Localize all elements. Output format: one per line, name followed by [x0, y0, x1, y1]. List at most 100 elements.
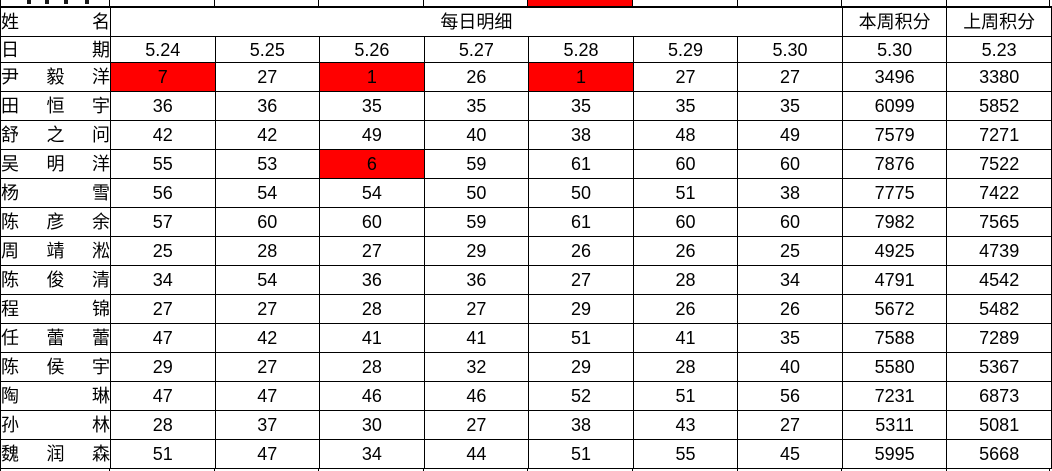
day-value-cell[interactable]: 56: [110, 178, 216, 208]
day-value-cell[interactable]: 28: [110, 410, 216, 440]
day-value-cell[interactable]: 38: [528, 120, 634, 150]
day-value-cell[interactable]: 51: [528, 439, 634, 469]
day-value-cell[interactable]: 41: [632, 323, 739, 353]
row-name-cell[interactable]: 周靖淞: [0, 236, 111, 266]
row-name-cell[interactable]: 陈侯宇: [0, 352, 111, 382]
last-week-score-cell[interactable]: 7289: [946, 323, 1052, 353]
row-name-cell[interactable]: 陈彦余: [0, 207, 111, 237]
day-value-cell[interactable]: 36: [319, 265, 425, 295]
this-week-score-cell[interactable]: 5995: [841, 439, 948, 469]
day-value-cell[interactable]: 47: [110, 323, 216, 353]
day-value-cell[interactable]: 50: [528, 178, 634, 208]
day-value-cell[interactable]: 51: [528, 323, 634, 353]
date-header-cell[interactable]: 5.24: [110, 36, 216, 63]
day-value-cell[interactable]: 26: [632, 236, 739, 266]
day-value-cell[interactable]: 28: [214, 236, 321, 266]
day-value-cell[interactable]: 29: [423, 236, 530, 266]
day-value-cell[interactable]: 27: [423, 294, 530, 324]
day-value-cell[interactable]: 40: [737, 352, 843, 382]
day-value-cell[interactable]: 54: [214, 178, 321, 208]
day-value-cell[interactable]: 46: [423, 381, 530, 411]
last-week-score-cell[interactable]: 4542: [946, 265, 1052, 295]
day-value-cell[interactable]: 40: [423, 120, 530, 150]
day-value-cell-highlighted[interactable]: 1: [319, 62, 425, 92]
day-value-cell[interactable]: 29: [528, 294, 634, 324]
day-value-cell[interactable]: 46: [319, 381, 425, 411]
this-week-score-cell[interactable]: 7231: [841, 381, 948, 411]
day-value-cell[interactable]: 35: [632, 91, 739, 121]
day-value-cell[interactable]: 26: [632, 294, 739, 324]
last-week-score-cell[interactable]: 4739: [946, 236, 1052, 266]
last-week-score-cell[interactable]: 5852: [946, 91, 1052, 121]
daily-detail-header-cell[interactable]: 每日明细: [110, 7, 843, 37]
this-week-score-cell[interactable]: 4925: [841, 236, 948, 266]
day-value-cell[interactable]: 59: [423, 149, 530, 179]
day-value-cell[interactable]: 25: [737, 236, 843, 266]
day-value-cell[interactable]: 60: [737, 207, 843, 237]
row-name-cell[interactable]: 陶琳: [0, 381, 111, 411]
last-week-score-cell[interactable]: 5482: [946, 294, 1052, 324]
date-header-cell[interactable]: 5.25: [214, 36, 321, 63]
day-value-cell[interactable]: 41: [423, 323, 530, 353]
day-value-cell[interactable]: 60: [214, 207, 321, 237]
day-value-cell[interactable]: 26: [423, 62, 530, 92]
day-value-cell[interactable]: 44: [423, 439, 530, 469]
day-value-cell-highlighted[interactable]: 7: [110, 62, 216, 92]
date-header-cell[interactable]: 5.27: [423, 36, 530, 63]
day-value-cell[interactable]: 51: [632, 178, 739, 208]
last-week-score-cell[interactable]: 7522: [946, 149, 1052, 179]
this-week-score-cell[interactable]: 5672: [841, 294, 948, 324]
date-label-cell[interactable]: 日期: [0, 36, 111, 63]
last-week-score-cell[interactable]: 7565: [946, 207, 1052, 237]
day-value-cell[interactable]: 27: [214, 352, 321, 382]
day-value-cell[interactable]: 34: [737, 265, 843, 295]
row-name-cell[interactable]: 杨雪: [0, 178, 111, 208]
row-name-cell[interactable]: 孙林: [0, 410, 111, 440]
day-value-cell[interactable]: 36: [423, 265, 530, 295]
day-value-cell[interactable]: 60: [737, 149, 843, 179]
day-value-cell[interactable]: 36: [110, 91, 216, 121]
day-value-cell-highlighted[interactable]: 1: [528, 62, 634, 92]
day-value-cell[interactable]: 35: [528, 91, 634, 121]
row-name-cell[interactable]: 尹毅洋: [0, 62, 111, 92]
this-week-score-cell[interactable]: 7588: [841, 323, 948, 353]
day-value-cell[interactable]: 47: [110, 381, 216, 411]
day-value-cell[interactable]: 35: [319, 91, 425, 121]
day-value-cell[interactable]: 35: [737, 323, 843, 353]
day-value-cell[interactable]: 49: [319, 120, 425, 150]
day-value-cell[interactable]: 29: [528, 352, 634, 382]
day-value-cell[interactable]: 42: [110, 120, 216, 150]
day-value-cell[interactable]: 51: [110, 439, 216, 469]
date-header-cell[interactable]: 5.30: [737, 36, 843, 63]
day-value-cell[interactable]: 34: [110, 265, 216, 295]
last-week-score-cell[interactable]: 5668: [946, 439, 1052, 469]
day-value-cell[interactable]: 57: [110, 207, 216, 237]
day-value-cell[interactable]: 35: [737, 91, 843, 121]
this-week-date-cell[interactable]: 5.30: [841, 36, 948, 63]
day-value-cell[interactable]: 29: [110, 352, 216, 382]
day-value-cell[interactable]: 61: [528, 207, 634, 237]
day-value-cell-highlighted[interactable]: 6: [319, 149, 425, 179]
row-name-cell[interactable]: 程锦: [0, 294, 111, 324]
day-value-cell[interactable]: 59: [423, 207, 530, 237]
day-value-cell[interactable]: 36: [214, 91, 321, 121]
day-value-cell[interactable]: 60: [632, 207, 739, 237]
date-header-cell[interactable]: 5.29: [632, 36, 739, 63]
row-name-cell[interactable]: 任蕾蕾: [0, 323, 111, 353]
day-value-cell[interactable]: 48: [632, 120, 739, 150]
this-week-score-cell[interactable]: 7579: [841, 120, 948, 150]
date-header-cell[interactable]: 5.28: [528, 36, 634, 63]
day-value-cell[interactable]: 54: [319, 178, 425, 208]
day-value-cell[interactable]: 55: [632, 439, 739, 469]
day-value-cell[interactable]: 54: [214, 265, 321, 295]
day-value-cell[interactable]: 38: [737, 178, 843, 208]
day-value-cell[interactable]: 27: [737, 410, 843, 440]
this-week-score-cell[interactable]: 4791: [841, 265, 948, 295]
day-value-cell[interactable]: 43: [632, 410, 739, 440]
last-week-score-cell[interactable]: 6873: [946, 381, 1052, 411]
day-value-cell[interactable]: 52: [528, 381, 634, 411]
day-value-cell[interactable]: 42: [214, 323, 321, 353]
name-header-cell[interactable]: 姓名: [0, 7, 111, 37]
day-value-cell[interactable]: 27: [110, 294, 216, 324]
this-week-score-cell[interactable]: 3496: [841, 62, 948, 92]
